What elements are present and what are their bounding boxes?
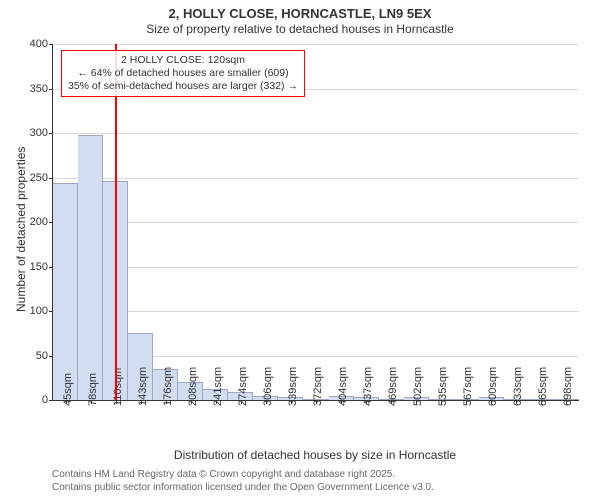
- gridline: [53, 311, 579, 312]
- x-tick-label: 698sqm: [562, 367, 574, 406]
- footer-line-2: Contains public sector information licen…: [52, 481, 434, 494]
- x-tick-label: 502sqm: [412, 367, 424, 406]
- y-tick-label: 350: [30, 83, 53, 95]
- x-tick-label: 110sqm: [112, 368, 124, 406]
- x-axis-label: Distribution of detached houses by size …: [52, 448, 578, 462]
- annotation-line: 35% of semi-detached houses are larger (…: [68, 80, 298, 93]
- property-size-chart: 2, HOLLY CLOSE, HORNCASTLE, LN9 5EX Size…: [0, 0, 600, 500]
- x-tick-label: 567sqm: [462, 367, 474, 406]
- histogram-bar: [53, 183, 78, 400]
- x-tick-label: 45sqm: [62, 373, 74, 406]
- x-tick-label: 600sqm: [487, 367, 499, 406]
- x-tick-label: 208sqm: [187, 367, 199, 406]
- y-tick-label: 400: [30, 38, 53, 50]
- gridline: [53, 222, 579, 223]
- y-tick-label: 50: [36, 350, 53, 362]
- x-tick-label: 78sqm: [87, 373, 99, 406]
- gridline: [53, 267, 579, 268]
- x-tick-label: 372sqm: [312, 367, 324, 406]
- x-tick-label: 339sqm: [287, 367, 299, 406]
- gridline: [53, 44, 579, 45]
- y-axis-label: Number of detached properties: [14, 147, 28, 312]
- annotation-box: 2 HOLLY CLOSE: 120sqm← 64% of detached h…: [61, 50, 305, 97]
- y-tick-label: 200: [30, 216, 53, 228]
- chart-subtitle: Size of property relative to detached ho…: [0, 21, 600, 36]
- x-tick-label: 241sqm: [212, 367, 224, 406]
- annotation-line: 2 HOLLY CLOSE: 120sqm: [68, 54, 298, 67]
- x-tick-label: 404sqm: [337, 367, 349, 406]
- y-tick-label: 100: [30, 305, 53, 317]
- attribution-footer: Contains HM Land Registry data © Crown c…: [52, 468, 434, 494]
- property-marker-line: [115, 44, 117, 400]
- x-tick-label: 469sqm: [387, 367, 399, 406]
- footer-line-1: Contains HM Land Registry data © Crown c…: [52, 468, 434, 481]
- x-tick-label: 535sqm: [437, 367, 449, 406]
- x-tick-label: 665sqm: [537, 367, 549, 406]
- histogram-bar: [78, 135, 103, 400]
- x-tick-label: 143sqm: [137, 367, 149, 406]
- x-tick-label: 306sqm: [262, 367, 274, 406]
- y-tick-label: 150: [30, 261, 53, 273]
- gridline: [53, 178, 579, 179]
- x-tick-label: 633sqm: [512, 367, 524, 406]
- x-tick-label: 437sqm: [362, 367, 374, 406]
- chart-title: 2, HOLLY CLOSE, HORNCASTLE, LN9 5EX: [0, 0, 600, 21]
- y-tick-label: 0: [42, 394, 53, 406]
- plot-area: 05010015020025030035040045sqm78sqm110sqm…: [52, 44, 579, 401]
- x-tick-label: 274sqm: [237, 367, 249, 406]
- x-tick-label: 176sqm: [162, 367, 174, 406]
- gridline: [53, 133, 579, 134]
- y-tick-label: 250: [30, 172, 53, 184]
- y-tick-label: 300: [30, 127, 53, 139]
- annotation-line: ← 64% of detached houses are smaller (60…: [68, 67, 298, 80]
